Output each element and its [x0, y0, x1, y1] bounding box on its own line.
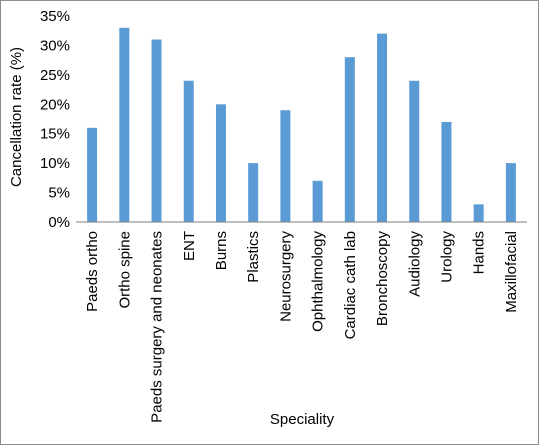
y-tick-label: 0% — [48, 214, 70, 231]
x-tick-label: Plastics — [245, 231, 262, 283]
bar — [183, 80, 194, 222]
bar — [215, 104, 226, 222]
y-tick-label: 25% — [40, 67, 70, 84]
y-tick-label: 35% — [40, 8, 70, 25]
x-tick-label: Urology — [438, 231, 455, 283]
x-tick-label: ENT — [181, 231, 198, 261]
x-axis-ticks: Paeds ortho Ortho spine Paeds surgery and … — [84, 231, 520, 423]
y-axis-title: Cancellation rate (%) — [8, 47, 25, 187]
bar — [280, 110, 291, 222]
bar — [409, 80, 420, 222]
x-tick-label: Maxillofacial — [503, 231, 520, 313]
x-tick-label: Bronchoscopy — [374, 231, 391, 327]
y-tick-label: 10% — [40, 155, 70, 172]
x-tick-label: Hands — [471, 231, 488, 274]
x-tick-label: Ortho spine — [116, 231, 133, 309]
bar — [344, 57, 355, 223]
bar — [312, 180, 323, 222]
bar — [377, 33, 388, 223]
y-tick-label: 15% — [40, 126, 70, 143]
x-tick-label: Cardiac cath lab — [342, 231, 359, 339]
x-tick-label: Paeds ortho — [84, 231, 101, 312]
bar — [151, 39, 162, 222]
x-tick-label: Audiology — [406, 231, 423, 297]
x-tick-label: Burns — [213, 231, 230, 270]
y-tick-label: 30% — [40, 37, 70, 54]
x-tick-label: Neurosurgery — [277, 231, 294, 322]
x-tick-label: Ophthalmology — [310, 231, 327, 332]
bar — [87, 127, 98, 222]
bar — [441, 121, 452, 222]
y-tick-label: 20% — [40, 96, 70, 113]
y-axis-ticks: 0% 5% 10% 15% 20% 25% 30% 35% — [40, 8, 70, 231]
y-tick-label: 5% — [48, 185, 70, 202]
bar — [473, 204, 484, 222]
x-tick-label: Paeds surgery and neonates — [149, 231, 166, 423]
bar — [248, 163, 259, 222]
x-axis-title: Speciality — [270, 411, 335, 428]
bar — [119, 27, 130, 223]
bar — [505, 163, 516, 222]
bars — [87, 27, 516, 223]
